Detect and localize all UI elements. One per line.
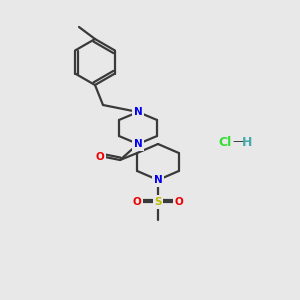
Text: N: N [154, 175, 162, 185]
Text: O: O [96, 152, 104, 162]
Text: H: H [242, 136, 252, 148]
Text: S: S [154, 197, 162, 207]
Text: N: N [134, 107, 142, 117]
Text: O: O [175, 197, 183, 207]
Text: O: O [133, 197, 141, 207]
Text: —: — [232, 136, 244, 148]
Text: Cl: Cl [218, 136, 231, 148]
Text: N: N [134, 139, 142, 149]
